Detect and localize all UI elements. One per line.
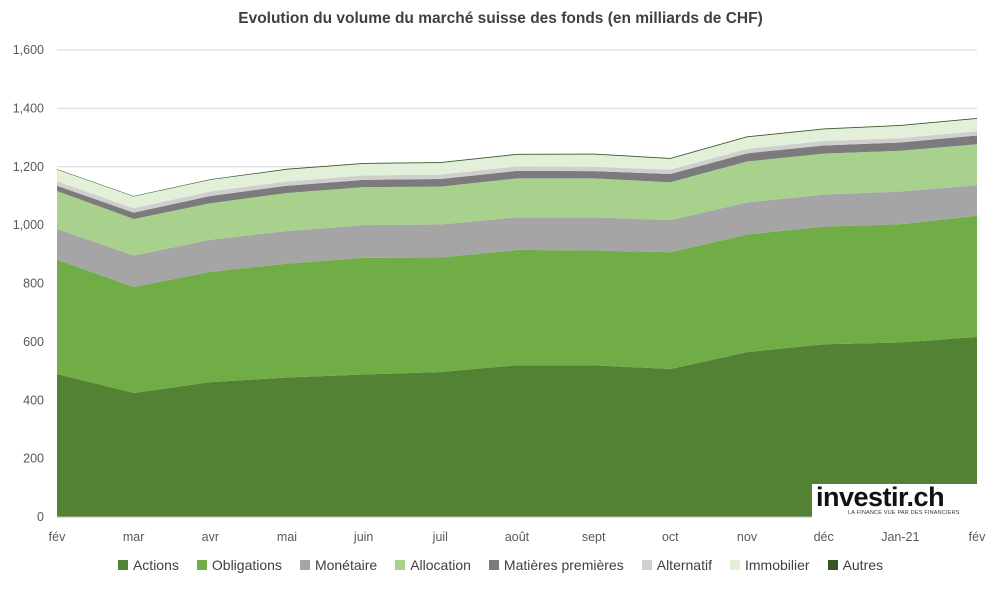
area-immobilier [57, 118, 977, 209]
legend-label: Alternatif [656, 557, 712, 573]
legend-swatch [117, 560, 128, 570]
legend-item: Obligations [196, 557, 282, 573]
x-tick-label: juin [353, 530, 374, 544]
x-tick-label: fév [969, 530, 986, 544]
legend-label: Autres [842, 557, 884, 573]
legend-swatch [395, 560, 406, 570]
legend-swatch [729, 560, 740, 570]
x-tick-label: avr [202, 530, 219, 544]
legend-item: Immobilier [729, 557, 810, 573]
x-tick-label: mai [277, 530, 297, 544]
y-tick-label: 800 [23, 277, 44, 291]
legend-item: Actions [117, 557, 179, 573]
x-tick-label: sept [582, 530, 606, 544]
x-tick-label: Jan-21 [881, 530, 919, 544]
x-tick-label: août [505, 530, 530, 544]
area-autres [57, 118, 977, 197]
area-actions [57, 336, 977, 517]
legend-swatch [196, 560, 207, 570]
x-tick-label: juil [432, 530, 448, 544]
y-tick-label: 400 [23, 393, 44, 407]
y-tick-label: 1,000 [13, 218, 44, 232]
y-tick-label: 600 [23, 335, 44, 349]
legend-item: Autres [827, 557, 884, 573]
area-monetaire [57, 185, 977, 287]
logo-tagline: LA FINANCE VUE PAR DES FINANCIERS [848, 510, 960, 516]
legend-label: Immobilier [744, 557, 810, 573]
x-tick-label: fév [49, 530, 66, 544]
x-tick-label: mar [123, 530, 145, 544]
legend-swatch [827, 560, 838, 570]
y-tick-label: 1,600 [13, 43, 44, 57]
legend-label: Actions [132, 557, 179, 573]
x-tick-label: oct [662, 530, 679, 544]
y-tick-label: 0 [37, 510, 44, 524]
legend-swatch [299, 560, 310, 570]
chart-title: Evolution du volume du marché suisse des… [238, 10, 763, 27]
legend-swatch [641, 560, 652, 570]
y-tick-label: 200 [23, 452, 44, 466]
y-tick-label: 1,400 [13, 101, 44, 115]
legend-item: Alternatif [641, 557, 712, 573]
logo-wordmark: investir.ch [816, 482, 945, 512]
area-obligations [57, 215, 977, 393]
investir-logo: investir.ch LA FINANCE VUE PAR DES FINAN… [812, 484, 977, 518]
legend-item: Allocation [395, 557, 471, 573]
legend-label: Monétaire [314, 557, 378, 573]
area-allocation [57, 144, 977, 256]
legend-label: Matières premières [503, 557, 624, 573]
x-tick-label: nov [737, 530, 758, 544]
x-tick-label: déc [814, 530, 834, 544]
legend-item: Monétaire [299, 557, 378, 573]
y-tick-label: 1,200 [13, 160, 44, 174]
area-matieres-premieres [57, 135, 977, 219]
chart-legend: Actions Obligations Monétaire Allocation Mat… [0, 557, 1001, 573]
legend-swatch [488, 560, 499, 570]
area-alternatif [57, 131, 977, 213]
legend-label: Allocation [410, 557, 471, 573]
legend-label: Obligations [211, 557, 282, 573]
legend-item: Matières premières [488, 557, 624, 573]
